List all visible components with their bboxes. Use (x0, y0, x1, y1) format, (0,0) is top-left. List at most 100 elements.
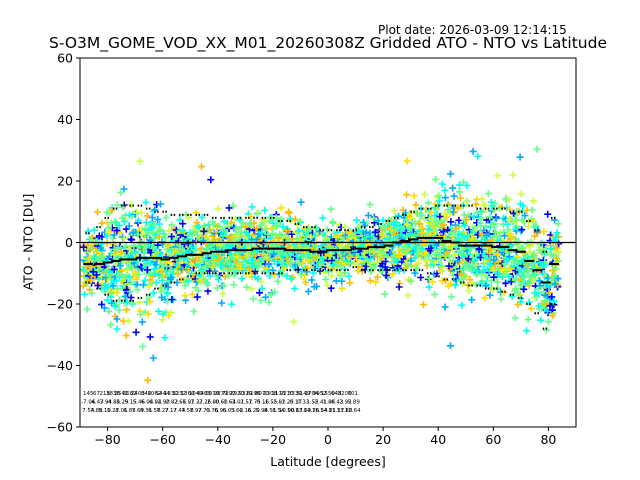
data-point-2560 (486, 261, 494, 268)
data-point-2218 (432, 205, 440, 213)
x-tick-label-8: 80 (540, 432, 556, 447)
data-point-178 (107, 272, 114, 280)
data-point-221 (116, 296, 123, 304)
bin-std-label-1: 7.88 (90, 408, 103, 414)
data-point-748 (198, 266, 206, 274)
data-point-2234 (432, 175, 440, 183)
bin-n-label-10: 1330 (164, 391, 178, 397)
data-point-310 (126, 252, 134, 260)
y-tick-label-6: 60 (57, 51, 73, 66)
data-point-980 (234, 232, 242, 239)
data-point-2625 (494, 270, 502, 278)
bin-n-label-17: 7392 (222, 391, 236, 397)
data-point-253 (120, 218, 128, 225)
bin-std-label-25: 10.67 (287, 408, 303, 414)
data-point-2829 (529, 239, 537, 247)
data-point-866 (218, 299, 226, 307)
data-point-799 (204, 261, 212, 269)
data-point-2827 (527, 305, 535, 313)
data-point-1845 (370, 248, 378, 255)
data-point-518 (160, 230, 168, 238)
data-point-1296 (283, 227, 290, 235)
bin-n-label-31: 3200 (338, 391, 352, 397)
data-point-2334 (450, 192, 458, 200)
data-point-1731 (353, 256, 361, 264)
data-point-1633 (338, 277, 346, 285)
bin-std-label-16: 6.95 (214, 408, 227, 414)
data-point-1519 (323, 225, 331, 233)
data-point-700 (187, 243, 195, 251)
bin-std-label-20: 6.20 (247, 408, 260, 414)
data-point-2058 (410, 192, 418, 200)
data-point-2685 (505, 216, 513, 224)
data-point-387 (140, 281, 147, 289)
data-point-2279 (441, 277, 449, 285)
bin-std-label-31: 13.80 (337, 408, 353, 414)
data-point-778 (199, 237, 207, 245)
data-point-150 (103, 232, 111, 240)
data-point-2380 (458, 301, 466, 309)
data-point-157 (108, 299, 116, 307)
bin-std-label-32: 12.64 (345, 408, 361, 414)
data-point-1062 (246, 220, 254, 228)
data-point-2778 (519, 244, 526, 252)
data-point-227 (113, 201, 121, 209)
data-point-1369 (296, 217, 304, 225)
data-point-2441 (464, 231, 472, 239)
data-point-1160 (262, 239, 270, 247)
data-point-1999 (395, 283, 403, 291)
data-point-1112 (253, 224, 261, 232)
data-point-2524 (481, 294, 489, 302)
data-point-2000 (394, 257, 402, 265)
data-point-2981 (553, 229, 561, 237)
data-point-1689 (346, 228, 354, 236)
data-point-2361 (452, 264, 460, 272)
data-point-2104 (410, 246, 418, 254)
data-point-2302 (447, 342, 454, 350)
data-point-1054 (248, 203, 256, 211)
data-point-1172 (266, 272, 274, 280)
data-point-1960 (391, 207, 398, 215)
x-tick-label-6: 40 (430, 432, 446, 447)
data-point-2511 (477, 270, 485, 278)
data-point-726 (191, 246, 199, 254)
data-point-2335 (447, 228, 455, 236)
bin-n-label-21: 8070 (255, 391, 269, 397)
data-point-2076 (407, 215, 415, 223)
data-point-1114 (254, 208, 262, 216)
data-point-191 (109, 282, 117, 290)
data-point-1643 (340, 235, 348, 243)
data-point-2945 (548, 293, 556, 301)
bin-n-label-24: 9210 (280, 391, 294, 397)
data-point-2637 (501, 232, 509, 240)
data-point-2667 (501, 260, 509, 268)
x-tick-label-7: 60 (485, 432, 501, 447)
data-point-416 (146, 298, 154, 306)
data-point-168 (106, 227, 114, 235)
data-point-2260 (439, 267, 446, 275)
data-point-415 (144, 230, 152, 238)
data-point-1503 (319, 214, 327, 222)
bin-std-label-27: 14.76 (304, 408, 320, 414)
data-point-1323 (287, 256, 295, 264)
data-point-1890 (381, 290, 389, 298)
data-point-347 (135, 217, 142, 225)
data-point-1090 (249, 295, 257, 303)
bin-mean-label-10: -2.82 (164, 400, 178, 406)
data-point-2287 (440, 228, 448, 236)
data-point-2466 (468, 235, 476, 243)
data-point-2 (83, 305, 91, 313)
data-point-273 (124, 317, 132, 325)
bin-statistics: 145-7.067.5467-4.477.88218-3.945.103836-… (81, 391, 361, 414)
bin-mean-label-28: -2.41 (313, 400, 327, 406)
data-point-100 (93, 238, 101, 245)
data-point-446 (152, 279, 160, 287)
data-point-957 (230, 271, 238, 279)
data-point-2988 (554, 220, 562, 228)
data-point-344 (134, 286, 142, 294)
bin-mean-label-13: -1.37 (189, 400, 204, 406)
y-axis-ticks: −60 −40 −20 0 20 40 60 (47, 51, 80, 435)
data-point-1221 (270, 250, 278, 258)
data-point-440 (149, 278, 156, 286)
data-point-2342 (454, 204, 462, 212)
